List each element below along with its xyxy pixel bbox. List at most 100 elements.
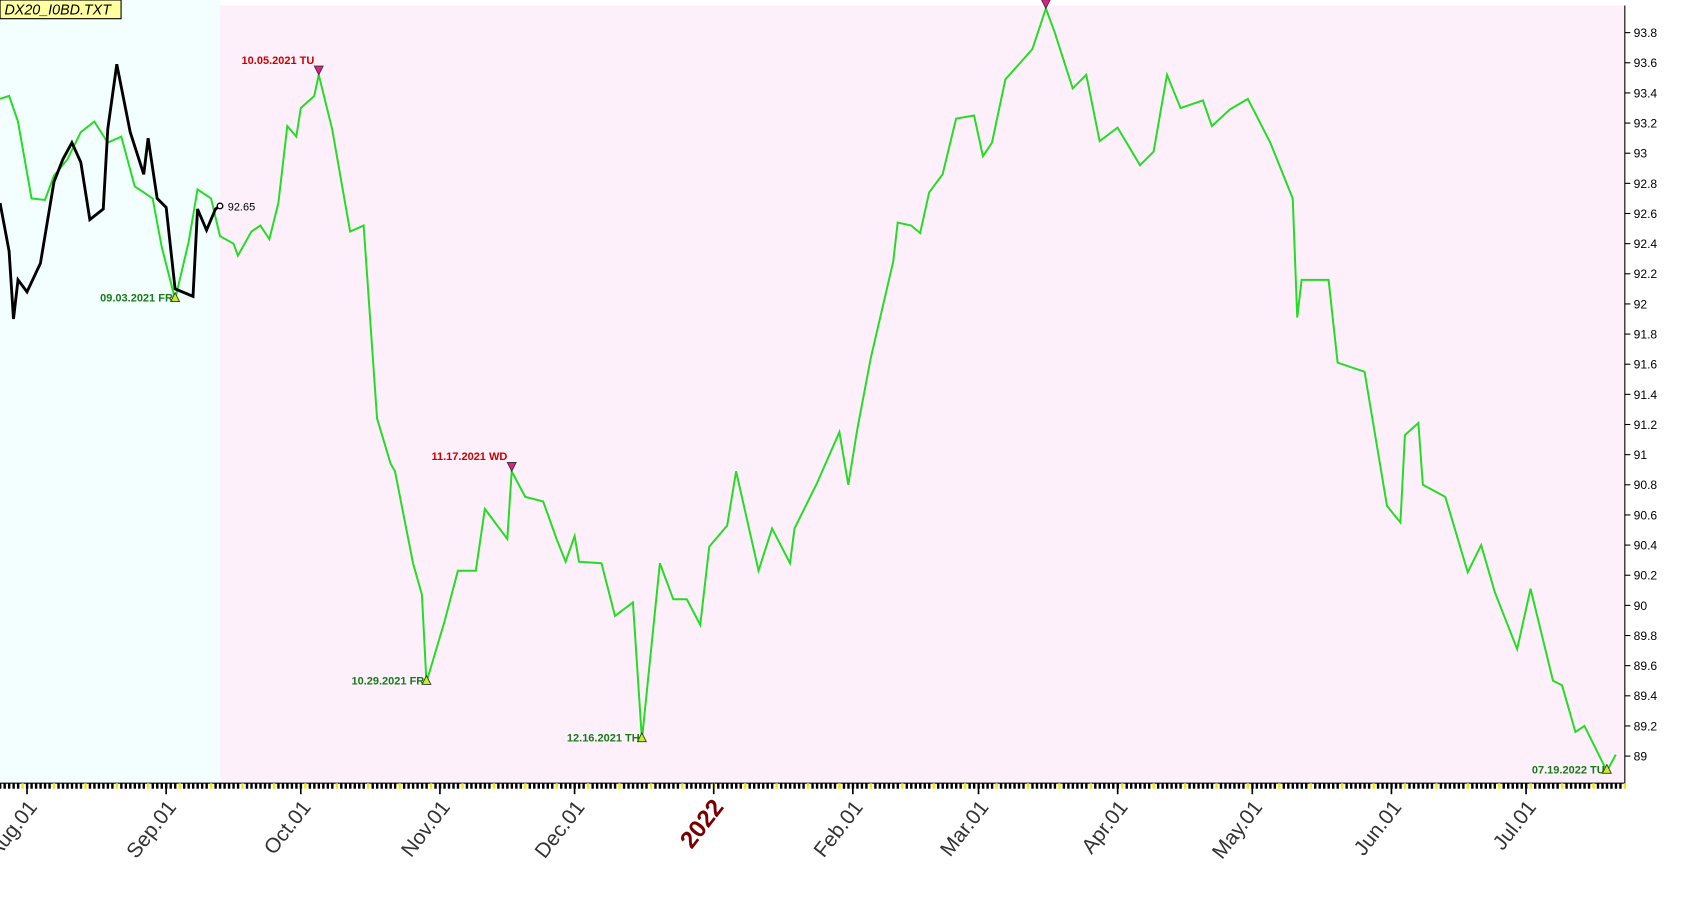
day-tick (1435, 783, 1438, 789)
day-tick (1022, 783, 1025, 789)
day-tick (362, 783, 365, 789)
day-tick (999, 783, 1003, 789)
day-tick (923, 783, 926, 789)
day-tick (254, 783, 258, 789)
y-tick-label: 91.8 (1634, 327, 1658, 341)
day-tick (1381, 783, 1384, 789)
day-tick (1287, 783, 1290, 789)
day-tick (950, 783, 953, 789)
day-tick (174, 783, 177, 789)
day-tick (1529, 783, 1532, 789)
day-tick (304, 783, 307, 789)
day-tick (703, 783, 707, 789)
day-tick (1031, 783, 1034, 789)
day-tick (43, 783, 47, 789)
day-tick (169, 783, 172, 789)
day-tick (1170, 783, 1173, 789)
day-tick (1412, 783, 1416, 789)
day-tick (824, 783, 828, 789)
day-tick (1121, 783, 1124, 789)
day-tick (384, 783, 388, 789)
day-tick (663, 783, 666, 789)
day-tick (1156, 783, 1160, 789)
y-tick-label: 91 (1634, 448, 1648, 462)
title-box (0, 0, 122, 20)
day-tick (1282, 783, 1286, 789)
day-tick (582, 783, 585, 789)
day-tick (326, 783, 330, 789)
day-tick (874, 783, 877, 789)
day-tick (1578, 783, 1582, 789)
day-tick (1179, 783, 1182, 789)
day-tick (820, 783, 823, 789)
day-tick (1345, 783, 1348, 789)
day-tick (52, 783, 56, 789)
day-tick (555, 783, 558, 789)
y-tick-label: 90.2 (1634, 569, 1658, 583)
day-tick (654, 783, 657, 789)
day-tick (322, 783, 325, 789)
day-tick (1340, 783, 1344, 789)
day-tick (1462, 783, 1465, 789)
day-tick (856, 783, 859, 789)
day-tick (1471, 783, 1474, 789)
day-tick (1426, 783, 1429, 789)
day-tick (1331, 783, 1335, 789)
day-tick (591, 783, 594, 789)
x-tick-label: Apr.01 (1077, 796, 1132, 858)
day-tick (402, 783, 406, 789)
day-tick (425, 783, 428, 789)
day-tick (676, 783, 680, 789)
y-tick-label: 93 (1634, 147, 1648, 161)
day-tick (995, 783, 998, 789)
day-tick (268, 783, 271, 789)
x-tick-label: Mar.01 (936, 796, 993, 860)
day-tick (295, 783, 298, 789)
day-tick (371, 783, 374, 789)
day-tick (1147, 783, 1151, 789)
day-tick (1336, 783, 1339, 789)
day-tick (833, 783, 837, 789)
day-tick (1444, 783, 1447, 789)
day-tick (1403, 783, 1407, 789)
day-tick (1013, 783, 1016, 789)
forecast-background (219, 5, 1625, 784)
day-tick (88, 783, 92, 789)
y-tick-label: 90 (1634, 599, 1648, 613)
day-tick (1502, 783, 1505, 789)
day-tick (129, 783, 132, 789)
y-tick-label: 89.6 (1634, 659, 1658, 673)
day-tick (70, 783, 74, 789)
day-tick (1569, 783, 1573, 789)
day-tick (811, 783, 814, 789)
annotation-marker (1601, 763, 1612, 774)
day-tick (577, 783, 581, 789)
day-tick (1183, 783, 1187, 789)
day-tick (622, 783, 626, 789)
day-tick (932, 783, 935, 789)
day-tick (1201, 783, 1205, 789)
y-tick-label: 90.4 (1634, 538, 1658, 552)
day-tick (595, 783, 599, 789)
day-tick (941, 783, 944, 789)
day-tick (748, 783, 751, 789)
day-tick (488, 783, 491, 789)
y-tick-label: 90.8 (1634, 478, 1658, 492)
day-tick (1017, 783, 1021, 789)
day-tick (1309, 783, 1312, 789)
day-tick (1605, 783, 1609, 789)
annotation-marker (170, 291, 181, 303)
day-tick (353, 783, 356, 789)
day-tick (910, 783, 913, 789)
day-tick (564, 783, 567, 789)
day-tick (232, 783, 235, 789)
day-tick (227, 783, 231, 789)
last-value-label: 92.65 (228, 201, 256, 213)
day-tick (542, 783, 545, 789)
y-tick-label: 89.8 (1634, 629, 1658, 643)
day-tick (349, 783, 352, 789)
day-tick (600, 783, 603, 789)
day-tick (1538, 783, 1541, 789)
day-tick (1008, 783, 1012, 789)
day-tick (3, 783, 6, 789)
